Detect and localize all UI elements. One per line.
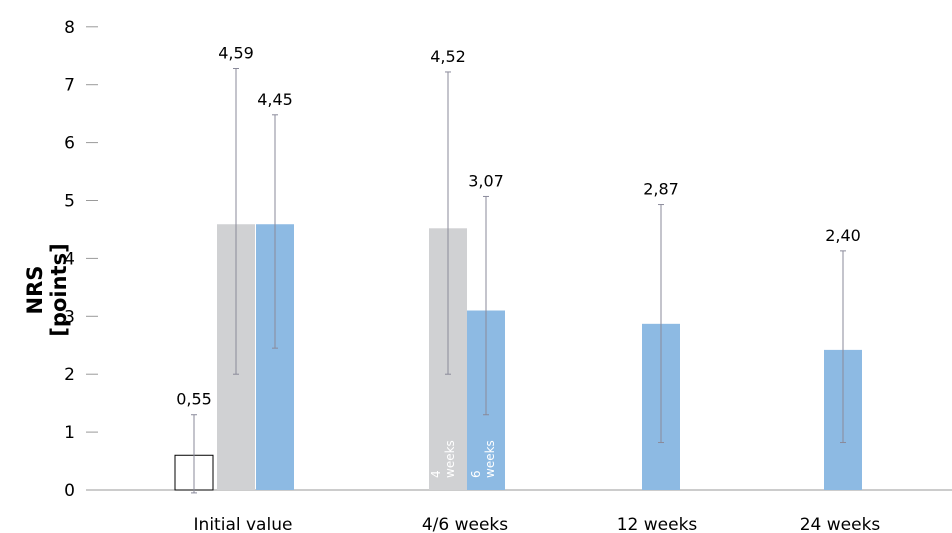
category-label: 12 weeks [617,515,698,533]
y-tick-label: 3 [64,307,75,327]
y-tick-label: 0 [64,481,75,501]
category-label: Initial value [194,515,293,533]
inbar-label-line1: 4 [429,470,443,478]
data-label-six_weeks-0: 4,45 [257,90,293,109]
y-tick-label: 8 [64,18,75,38]
inbar-label-line2: weeks [483,440,497,478]
data-label-six_weeks-1: 3,07 [468,171,504,190]
data-labels: 0,554,59 4,524,453,07 2,872,404 weeks 6 weeks [176,43,861,478]
y-axis-title-line1: NRS [23,266,47,315]
category-label: 24 weeks [800,515,881,533]
inbar-label-line1: 6 [469,470,483,478]
y-axis-title-line2: [points] [47,243,71,336]
y-tick-label: 7 [64,76,75,96]
data-label-four_weeks-1: 4,52 [430,47,466,66]
y-tick-label: 6 [64,134,75,154]
y-tick-label: 1 [64,423,75,443]
y-tick-label: 2 [64,365,75,385]
error-bars [191,67,846,494]
y-tick-label: 4 [64,249,75,269]
inbar-label-line2: weeks [443,440,457,478]
category-label: 4/6 weeks [422,515,508,533]
x-axis-labels: Initial value 4/6 weeks 12 weeks 24 weeks [194,515,881,533]
y-axis: 0 1 2 3 4 5 6 7 8 [64,18,952,501]
data-label-control-0: 0,55 [176,390,212,409]
bars [174,224,862,491]
y-tick-label: 5 [64,192,75,212]
data-label-four_weeks-0: 4,59 [218,43,254,62]
data-label-six_weeks-3: 2,40 [825,226,861,245]
data-label-six_weeks-2: 2,87 [643,180,679,199]
